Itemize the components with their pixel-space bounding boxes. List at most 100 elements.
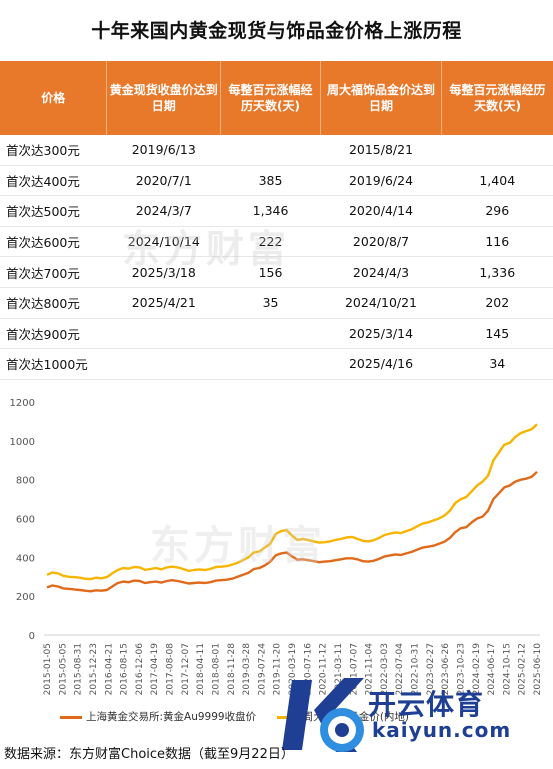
cell-ctf-days: 145 bbox=[441, 318, 553, 350]
x-tick-label: 2015-08-31 bbox=[74, 643, 84, 695]
x-tick-label: 2016-04-21 bbox=[104, 643, 114, 695]
y-tick-label: 400 bbox=[16, 553, 35, 564]
x-tick-label: 2017-12-07 bbox=[181, 643, 191, 695]
x-tick-label: 2015-12-23 bbox=[89, 643, 99, 695]
cell-price-level: 首次达900元 bbox=[0, 318, 107, 350]
x-tick-label: 2019-11-20 bbox=[273, 643, 283, 696]
x-tick-label: 2022-10-31 bbox=[411, 643, 421, 695]
cell-price-level: 首次达600元 bbox=[0, 226, 107, 258]
x-tick-label: 2024-06-17 bbox=[487, 643, 497, 695]
y-tick-label: 600 bbox=[16, 515, 35, 526]
col-header-ctf-date: 周大福饰品金价达到日期 bbox=[320, 61, 443, 135]
cell-price-level: 首次达800元 bbox=[0, 287, 107, 319]
cell-ctf-date: 2025/3/14 bbox=[320, 318, 442, 350]
table-row: 首次达1000元 2025/4/16 34 bbox=[0, 348, 553, 380]
cell-ctf-date: 2020/8/7 bbox=[320, 226, 442, 258]
watermark-logo-chart: 东方财富 bbox=[150, 523, 326, 569]
y-tick-label: 1200 bbox=[10, 398, 35, 409]
cell-spot-days: 35 bbox=[220, 287, 321, 319]
table-row: 首次达600元 2024/10/14 222 2020/8/7 116 bbox=[0, 226, 553, 258]
x-tick-label: 2020-07-16 bbox=[303, 643, 313, 696]
price-milestone-table: 价格 黄金现货收盘价达到日期 每整百元涨幅经历天数(天) 周大福饰品金价达到日期… bbox=[0, 61, 553, 380]
cell-spot-date bbox=[106, 318, 221, 350]
y-tick-label: 800 bbox=[16, 476, 35, 487]
cell-price-level: 首次达300元 bbox=[0, 135, 107, 166]
cell-ctf-date: 2024/4/3 bbox=[320, 256, 442, 288]
legend-label-sge: 上海黄金交易所:黄金Au9999收盘价 bbox=[86, 711, 257, 723]
logo-text-sub: kaiyun.com bbox=[372, 718, 512, 742]
cell-ctf-days: 1,404 bbox=[441, 165, 553, 197]
cell-spot-date bbox=[106, 348, 221, 380]
cell-ctf-date: 2025/4/16 bbox=[320, 348, 442, 380]
cell-price-level: 首次达1000元 bbox=[0, 348, 107, 380]
table-header-row: 价格 黄金现货收盘价达到日期 每整百元涨幅经历天数(天) 周大福饰品金价达到日期… bbox=[0, 61, 553, 135]
cell-spot-date: 2020/7/1 bbox=[106, 165, 221, 197]
cell-ctf-date: 2019/6/24 bbox=[320, 165, 442, 197]
y-tick-label: 200 bbox=[16, 592, 35, 603]
legend-swatch-sge bbox=[60, 715, 82, 719]
cell-ctf-date: 2020/4/14 bbox=[320, 195, 442, 227]
x-tick-label: 2023-06-26 bbox=[441, 643, 451, 696]
cell-spot-date: 2024/3/7 bbox=[106, 195, 221, 227]
cell-ctf-days bbox=[441, 135, 553, 166]
x-tick-label: 2020-11-12 bbox=[319, 643, 329, 695]
cell-ctf-days: 202 bbox=[441, 287, 553, 319]
y-tick-label: 1000 bbox=[10, 437, 35, 448]
cell-spot-days bbox=[220, 318, 321, 350]
col-header-spot-date: 黄金现货收盘价达到日期 bbox=[106, 61, 222, 135]
logo-text-main: 开云体育 bbox=[368, 688, 485, 721]
cell-spot-date: 2019/6/13 bbox=[106, 135, 221, 166]
cell-ctf-date: 2015/8/21 bbox=[320, 135, 442, 166]
cell-price-level: 首次达500元 bbox=[0, 195, 107, 227]
x-tick-label: 2018-04-11 bbox=[196, 643, 206, 695]
cell-ctf-days: 34 bbox=[441, 348, 553, 380]
table-row: 首次达700元 2025/3/18 156 2024/4/3 1,336 bbox=[0, 256, 553, 288]
cell-spot-days bbox=[220, 135, 321, 166]
x-tick-label: 2024-10-15 bbox=[502, 643, 512, 695]
series-line-sge bbox=[46, 471, 538, 593]
x-tick-label: 2016-08-15 bbox=[120, 643, 130, 695]
cell-spot-days: 1,346 bbox=[220, 195, 321, 227]
gold-price-line-chart: 0 200 400 600 800 1000 1200 2015-01-05 2015-05-0… bbox=[10, 398, 543, 696]
x-tick-label: 2017-04-19 bbox=[150, 643, 160, 696]
page-title: 十年来国内黄金现货与饰品金价格上涨历程 bbox=[91, 20, 462, 42]
table-row: 首次达800元 2025/4/21 35 2024/10/21 202 bbox=[0, 287, 553, 319]
x-tick-label: 2015-01-05 bbox=[43, 643, 53, 695]
ky-logo-icon bbox=[282, 678, 364, 752]
cell-spot-date: 2024/10/14 bbox=[106, 226, 221, 258]
cell-price-level: 首次达400元 bbox=[0, 165, 107, 197]
x-tick-label: 2023-10-23 bbox=[456, 643, 466, 695]
watermark-logo: 东方财富 bbox=[122, 227, 291, 271]
x-tick-label: 2025-02-12 bbox=[518, 643, 528, 695]
x-tick-label: 2019-03-28 bbox=[242, 643, 252, 696]
x-tick-label: 2018-11-28 bbox=[227, 643, 237, 696]
table-row: 首次达300元 2019/6/13 2015/8/21 bbox=[0, 135, 553, 166]
x-tick-label: 2016-12-06 bbox=[135, 643, 145, 696]
x-tick-label: 2019-07-24 bbox=[257, 643, 267, 696]
cell-spot-days bbox=[220, 348, 321, 380]
cell-ctf-days: 116 bbox=[441, 226, 553, 258]
cell-ctf-date: 2024/10/21 bbox=[320, 287, 442, 319]
x-tick-label: 2023-02-27 bbox=[426, 643, 436, 695]
cell-spot-days: 222 bbox=[220, 226, 321, 258]
x-tick-label: 2020-03-19 bbox=[288, 643, 298, 696]
cell-spot-days: 156 bbox=[220, 256, 321, 288]
y-tick-label: 0 bbox=[29, 631, 35, 642]
table-row: 首次达400元 2020/7/1 385 2019/6/24 1,404 bbox=[0, 165, 553, 197]
x-tick-label: 2021-11-04 bbox=[365, 643, 375, 696]
x-tick-label: 2018-08-01 bbox=[211, 643, 221, 695]
x-tick-label: 2022-03-03 bbox=[380, 643, 390, 695]
x-tick-label: 2015-05-05 bbox=[58, 643, 68, 695]
cell-ctf-days: 296 bbox=[441, 195, 553, 227]
cell-ctf-days: 1,336 bbox=[441, 256, 553, 288]
series-line-ctf bbox=[46, 423, 538, 581]
col-header-spot-days: 每整百元涨幅经历天数(天) bbox=[220, 61, 321, 135]
data-source-note: 数据来源：东方财富Choice数据（截至9月22日） bbox=[4, 747, 294, 762]
x-tick-label: 2021-07-07 bbox=[349, 643, 359, 695]
x-tick-label: 2024-02-19 bbox=[472, 643, 482, 696]
x-tick-label: 2017-08-08 bbox=[166, 643, 176, 696]
x-tick-label: 2022-07-04 bbox=[395, 643, 405, 696]
table-row: 首次达900元 2025/3/14 145 bbox=[0, 318, 553, 350]
x-tick-label: 2025-06-10 bbox=[533, 643, 543, 696]
cell-price-level: 首次达700元 bbox=[0, 256, 107, 288]
